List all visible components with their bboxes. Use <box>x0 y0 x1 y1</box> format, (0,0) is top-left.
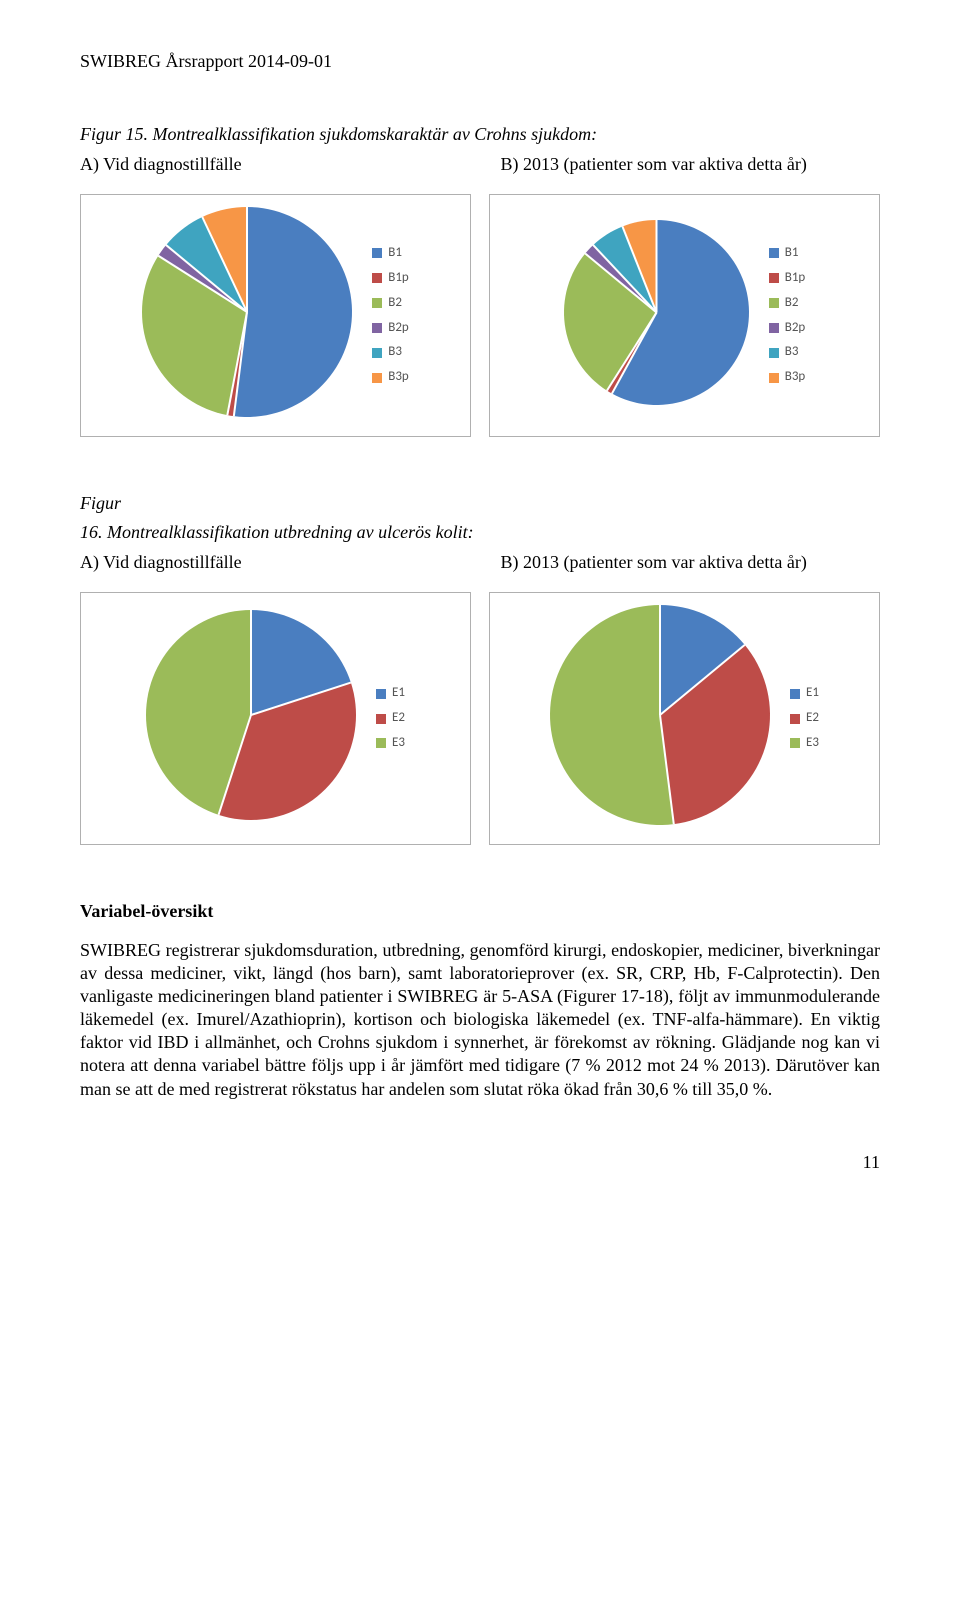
legend-swatch <box>376 714 386 724</box>
legend-swatch <box>769 373 779 383</box>
legend-item: B2p <box>372 320 409 337</box>
legend-swatch <box>790 738 800 748</box>
legend-item: B3p <box>769 369 806 386</box>
legend-label: E3 <box>392 735 405 752</box>
legend-swatch <box>372 248 382 258</box>
legend-label: E3 <box>806 735 819 752</box>
legend-swatch <box>769 323 779 333</box>
figure-15-label: Figur 15. <box>80 124 148 144</box>
legend-label: B2 <box>785 295 799 312</box>
legend-item: B2p <box>769 320 806 337</box>
report-header: SWIBREG Årsrapport 2014-09-01 <box>80 50 880 73</box>
legend-label: B3p <box>388 369 409 386</box>
figure-15-chart-b-pie <box>564 220 749 412</box>
legend-label: B2 <box>388 295 402 312</box>
legend-swatch <box>769 348 779 358</box>
legend-item: B2 <box>769 295 806 312</box>
legend-item: B1 <box>372 245 409 262</box>
legend-item: E2 <box>376 710 405 727</box>
figure-16-chart-a-box: E1 E2 E3 <box>80 592 471 845</box>
legend-swatch <box>372 298 382 308</box>
legend-item: E3 <box>376 735 405 752</box>
legend-label: B2p <box>388 320 409 337</box>
legend-label: E2 <box>392 710 405 727</box>
legend-label: B3p <box>785 369 806 386</box>
legend-item: B1 <box>769 245 806 262</box>
section-heading-variabel: Variabel-översikt <box>80 900 880 923</box>
legend-item: B3 <box>769 344 806 361</box>
legend-label: E1 <box>806 685 819 702</box>
figure-15-caption: Figur 15. Montrealklassifikation sjukdom… <box>80 123 880 146</box>
legend-swatch <box>372 348 382 358</box>
legend-item: E1 <box>376 685 405 702</box>
legend-swatch <box>769 273 779 283</box>
figure-16-item-b: B) 2013 (patienter som var aktiva detta … <box>501 551 807 574</box>
legend-item: B1p <box>372 270 409 287</box>
legend-label: B3 <box>785 344 799 361</box>
legend-label: B2p <box>785 320 806 337</box>
figure-15-item-a: A) Vid diagnostillfälle <box>80 153 496 176</box>
figure-16-chart-b-box: E1 E2 E3 <box>489 592 880 845</box>
legend-item: B3p <box>372 369 409 386</box>
legend-label: E2 <box>806 710 819 727</box>
figure-16-label-prefix: Figur <box>80 493 121 513</box>
figure-15-chart-a-pie <box>142 207 352 424</box>
legend-swatch <box>769 298 779 308</box>
legend-label: B1 <box>388 245 402 262</box>
legend-item: E1 <box>790 685 819 702</box>
figure-15-chart-b-legend: B1 B1p B2 B2p B3 B3p <box>769 245 806 386</box>
legend-label: B1p <box>388 270 409 287</box>
legend-swatch <box>372 323 382 333</box>
figure-16-chart-b-pie <box>550 605 770 832</box>
legend-swatch <box>790 689 800 699</box>
figure-15-charts: B1 B1p B2 B2p B3 B3p B1 B1p B2 B2p B3 B3p <box>80 194 880 437</box>
legend-swatch <box>376 689 386 699</box>
figure-16-chart-b-legend: E1 E2 E3 <box>790 685 819 752</box>
figure-16-subcaption: A) Vid diagnostillfälle B) 2013 (patient… <box>80 551 880 574</box>
legend-swatch <box>376 738 386 748</box>
figure-15-subcaption: A) Vid diagnostillfälle B) 2013 (patient… <box>80 153 880 176</box>
figure-15-title: Montrealklassifikation sjukdomskaraktär … <box>153 124 598 144</box>
figure-16-caption: 16. Montrealklassifikation utbredning av… <box>80 521 880 544</box>
legend-item: B1p <box>769 270 806 287</box>
figure-15-chart-a-box: B1 B1p B2 B2p B3 B3p <box>80 194 471 437</box>
figure-16-title: Montrealklassifikation utbredning av ulc… <box>107 522 474 542</box>
pie-slice <box>550 605 674 825</box>
legend-swatch <box>372 373 382 383</box>
legend-item: B3 <box>372 344 409 361</box>
pie-slice <box>234 207 352 417</box>
legend-item: E2 <box>790 710 819 727</box>
legend-label: B1 <box>785 245 799 262</box>
figure-15-chart-b-box: B1 B1p B2 B2p B3 B3p <box>489 194 880 437</box>
legend-label: B1p <box>785 270 806 287</box>
figure-16-charts: E1 E2 E3 E1 E2 E3 <box>80 592 880 845</box>
legend-item: B2 <box>372 295 409 312</box>
legend-swatch <box>372 273 382 283</box>
figure-16-item-a: A) Vid diagnostillfälle <box>80 551 496 574</box>
figure-16-label-num: 16. <box>80 522 103 542</box>
figure-16-chart-a-pie <box>146 610 356 827</box>
figure-15-chart-a-legend: B1 B1p B2 B2p B3 B3p <box>372 245 409 386</box>
legend-swatch <box>790 714 800 724</box>
section-body-text: SWIBREG registrerar sjukdomsduration, ut… <box>80 939 880 1100</box>
figure-16-chart-a-legend: E1 E2 E3 <box>376 685 405 752</box>
figure-16-label-line: Figur <box>80 492 880 515</box>
figure-15-item-b: B) 2013 (patienter som var aktiva detta … <box>501 153 807 176</box>
legend-label: B3 <box>388 344 402 361</box>
legend-label: E1 <box>392 685 405 702</box>
page-number: 11 <box>80 1151 880 1174</box>
legend-swatch <box>769 248 779 258</box>
legend-item: E3 <box>790 735 819 752</box>
